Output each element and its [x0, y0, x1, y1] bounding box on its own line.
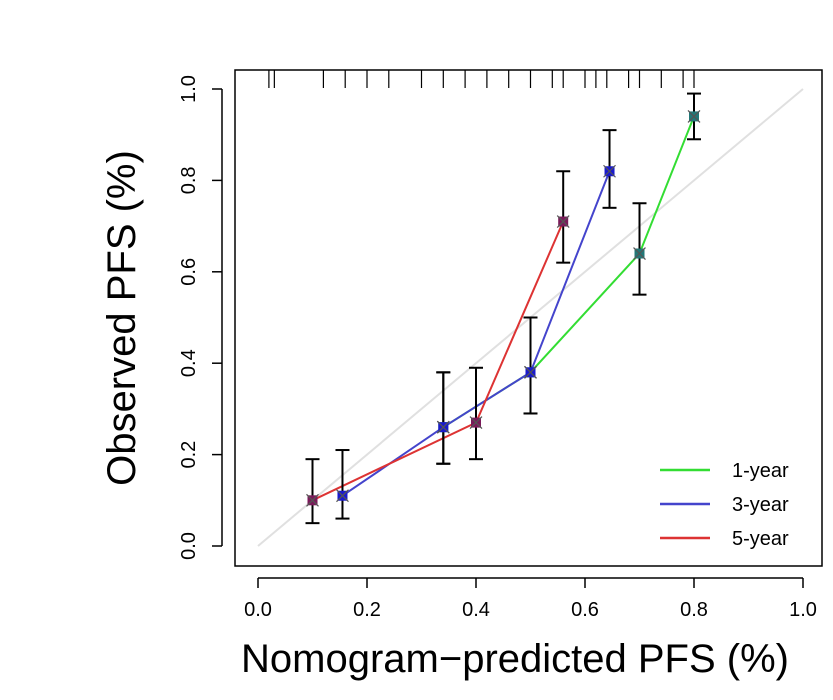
series-line-5-year: [312, 221, 565, 502]
data-point-cross: [306, 493, 319, 507]
y-tick-label: 0.0: [178, 532, 200, 560]
x-tick-label: 0.6: [571, 599, 599, 621]
data-point-cross: [436, 420, 450, 434]
data-point-cross: [336, 489, 349, 503]
data-point-cross: [469, 416, 483, 430]
x-axis-label: Nomogram−predicted PFS (%): [241, 637, 789, 681]
y-tick-label: 0.4: [178, 349, 200, 377]
legend-label-1-year: 1-year: [732, 460, 789, 482]
y-axis-label: Observed PFS (%): [100, 150, 144, 486]
y-tick-label: 0.8: [178, 166, 200, 194]
legend: 1-year 3-year 5-year: [660, 460, 789, 550]
y-tick-label: 0.6: [178, 258, 200, 286]
series-line-1-year: [442, 116, 695, 429]
legend-label-5-year: 5-year: [732, 528, 789, 550]
data-point-cross: [603, 164, 616, 178]
data-point-cross: [633, 247, 646, 260]
data-point-cross: [556, 215, 570, 228]
x-tick-label: 0.0: [244, 599, 272, 621]
legend-label-3-year: 3-year: [732, 494, 789, 516]
x-tick-label: 0.4: [462, 599, 490, 621]
x-tick-label: 0.8: [680, 599, 708, 621]
y-tick-label: 0.2: [178, 441, 200, 469]
data-point-cross: [524, 365, 537, 379]
y-tick-label: 1.0: [178, 75, 200, 103]
plot-frame: [234, 69, 823, 567]
data-point-cross: [687, 109, 701, 123]
x-tick-label: 1.0: [789, 599, 817, 621]
x-tick-label: 0.2: [353, 599, 381, 621]
